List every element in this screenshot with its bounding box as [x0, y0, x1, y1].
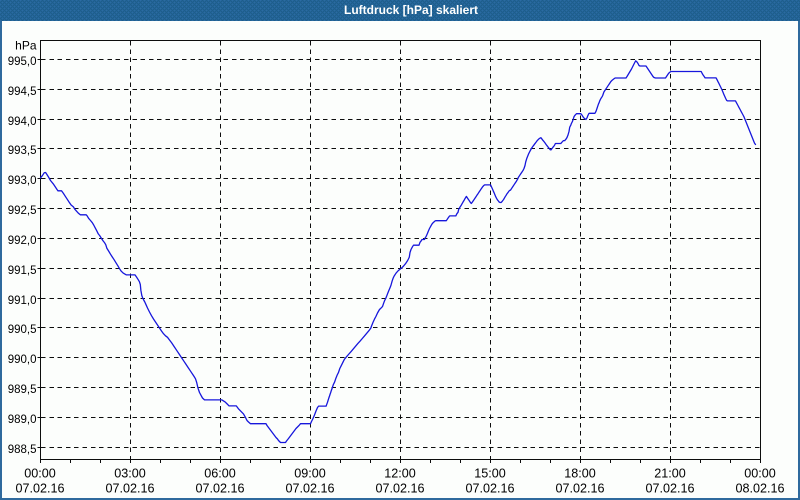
svg-text:07.02.16: 07.02.16 — [645, 482, 694, 496]
svg-text:993,0: 993,0 — [8, 175, 37, 187]
svg-text:18:00: 18:00 — [564, 467, 596, 481]
svg-text:991,5: 991,5 — [8, 265, 37, 277]
svg-text:06:00: 06:00 — [204, 467, 236, 481]
svg-text:992,0: 992,0 — [8, 235, 37, 247]
svg-text:07.02.16: 07.02.16 — [555, 482, 604, 496]
svg-text:989,5: 989,5 — [8, 384, 37, 396]
svg-text:988,5: 988,5 — [8, 444, 37, 456]
svg-text:994,5: 994,5 — [8, 86, 37, 98]
svg-text:989,0: 989,0 — [8, 414, 37, 426]
svg-text:07.02.16: 07.02.16 — [195, 482, 244, 496]
svg-text:07.02.16: 07.02.16 — [375, 482, 424, 496]
svg-text:08.02.16: 08.02.16 — [735, 482, 784, 496]
svg-text:07.02.16: 07.02.16 — [465, 482, 514, 496]
svg-text:07.02.16: 07.02.16 — [105, 482, 154, 496]
svg-text:09:00: 09:00 — [294, 467, 326, 481]
svg-text:994,0: 994,0 — [8, 116, 37, 128]
svg-text:991,0: 991,0 — [8, 295, 37, 307]
svg-text:21:00: 21:00 — [654, 467, 686, 481]
svg-text:07.02.16: 07.02.16 — [15, 482, 64, 496]
svg-text:07.02.16: 07.02.16 — [285, 482, 334, 496]
svg-text:00:00: 00:00 — [744, 467, 776, 481]
svg-text:hPa: hPa — [15, 39, 37, 53]
svg-text:990,0: 990,0 — [8, 354, 37, 366]
svg-text:995,0: 995,0 — [8, 56, 37, 68]
svg-text:15:00: 15:00 — [474, 467, 506, 481]
svg-text:03:00: 03:00 — [114, 467, 146, 481]
svg-text:990,5: 990,5 — [8, 324, 37, 336]
svg-text:00:00: 00:00 — [24, 467, 56, 481]
svg-text:992,5: 992,5 — [8, 205, 37, 217]
svg-text:12:00: 12:00 — [384, 467, 416, 481]
svg-text:993,5: 993,5 — [8, 145, 37, 157]
